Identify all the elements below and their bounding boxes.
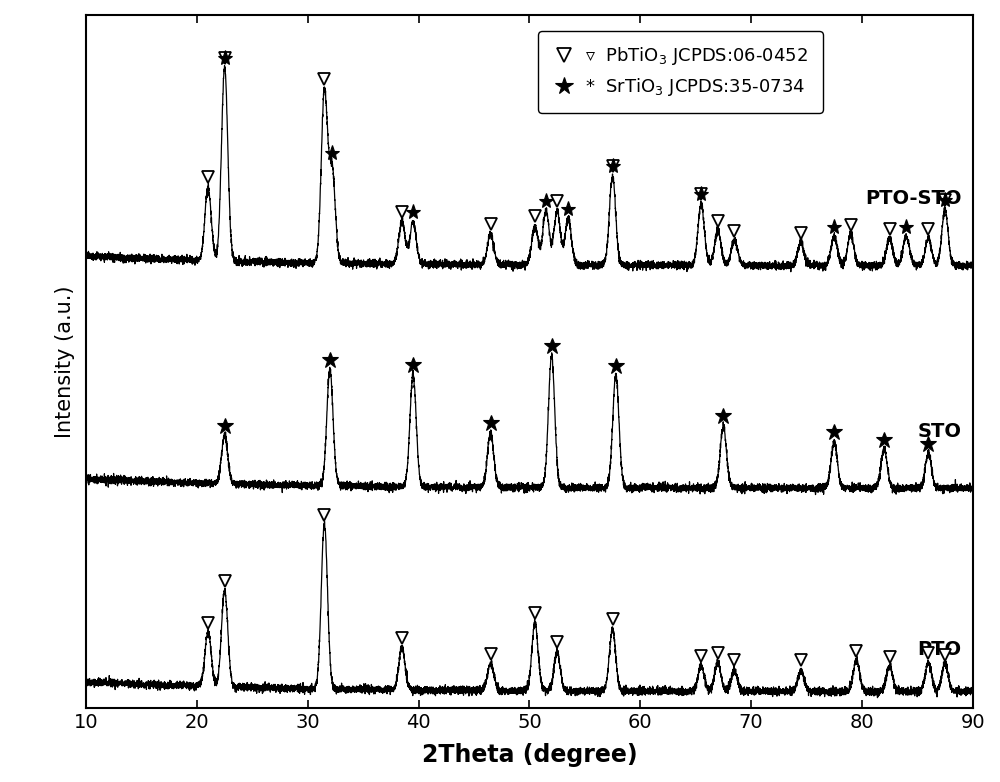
Text: PTO-STO: PTO-STO <box>865 189 962 209</box>
X-axis label: 2Theta (degree): 2Theta (degree) <box>422 743 637 767</box>
Text: STO: STO <box>918 421 962 441</box>
Legend: $\triangledown$  PbTiO$_3$ JCPDS:06-0452, $*$  SrTiO$_3$ JCPDS:35-0734: $\triangledown$ PbTiO$_3$ JCPDS:06-0452,… <box>538 31 823 113</box>
Y-axis label: Intensity (a.u.): Intensity (a.u.) <box>55 285 75 438</box>
Text: PTO: PTO <box>917 640 962 659</box>
